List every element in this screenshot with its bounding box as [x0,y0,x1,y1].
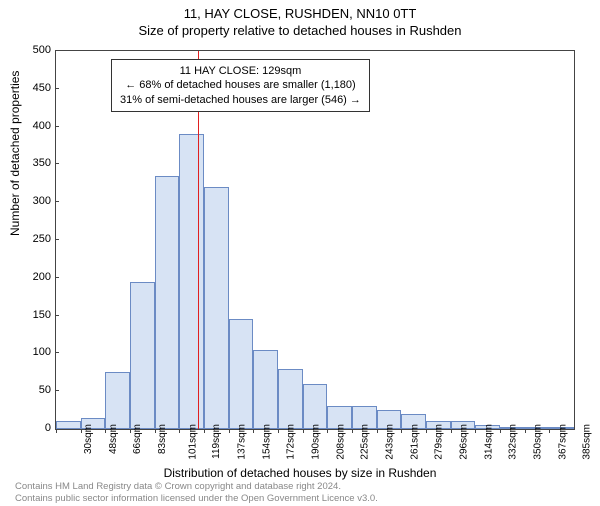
x-tick-label: 172sqm [286,424,297,460]
annotation-line2: ← 68% of detached houses are smaller (1,… [120,78,361,92]
y-tick-label: 100 [21,346,51,358]
annotation-line1: 11 HAY CLOSE: 129sqm [120,64,361,78]
histogram-bar [229,319,254,429]
x-tick-label: 119sqm [211,424,222,459]
chart-title-sub: Size of property relative to detached ho… [0,23,600,38]
x-tick-label: 296sqm [459,424,470,460]
y-tick-label: 50 [21,384,51,396]
x-tick-label: 208sqm [335,424,346,460]
x-tick-label: 243sqm [385,424,396,460]
x-tick-mark [475,429,476,433]
y-tick-label: 350 [21,157,51,169]
x-tick-label: 190sqm [311,424,322,460]
x-tick-label: 137sqm [237,424,248,460]
footer-line2: Contains public sector information licen… [15,493,378,504]
y-tick-label: 500 [21,44,51,56]
y-axis-ticks: 050100150200250300350400450500 [20,50,55,430]
x-tick-mark [451,429,452,433]
x-tick-label: 261sqm [409,424,420,460]
x-tick-label: 30sqm [83,424,94,454]
y-tick-label: 450 [21,82,51,94]
histogram-bar [56,421,81,429]
y-tick-label: 200 [21,271,51,283]
x-tick-label: 66sqm [132,424,143,454]
x-tick-label: 48sqm [108,424,119,454]
histogram-bar [204,187,229,429]
histogram-bar [179,134,204,429]
x-tick-mark [377,429,378,433]
x-tick-mark [56,429,57,433]
x-tick-mark [179,429,180,433]
x-tick-mark [105,429,106,433]
x-tick-mark [204,429,205,433]
x-tick-label: 225sqm [360,424,371,460]
histogram-bar [105,372,130,429]
x-tick-mark [327,429,328,433]
x-axis-label: Distribution of detached houses by size … [0,466,600,480]
histogram-bar [303,384,328,429]
histogram-bar [278,369,303,429]
histogram-bar [130,282,155,429]
x-tick-label: 350sqm [533,424,544,460]
annotation-box: 11 HAY CLOSE: 129sqm ← 68% of detached h… [111,59,370,112]
x-tick-label: 154sqm [261,424,272,460]
x-tick-mark [549,429,550,433]
footer-line1: Contains HM Land Registry data © Crown c… [15,481,378,492]
histogram-bar [253,350,278,429]
y-tick-label: 300 [21,195,51,207]
x-tick-label: 101sqm [187,424,198,460]
x-tick-mark [253,429,254,433]
y-tick-label: 400 [21,120,51,132]
annotation-line3: 31% of semi-detached houses are larger (… [120,93,361,107]
x-tick-label: 385sqm [582,424,593,460]
x-tick-mark [303,429,304,433]
chart-title-main: 11, HAY CLOSE, RUSHDEN, NN10 0TT [0,6,600,21]
x-tick-mark [352,429,353,433]
x-tick-mark [155,429,156,433]
x-tick-label: 332sqm [508,424,519,460]
y-tick-label: 250 [21,233,51,245]
footer-attribution: Contains HM Land Registry data © Crown c… [15,481,378,504]
y-tick-label: 150 [21,309,51,321]
histogram-bar [155,176,180,429]
x-tick-mark [500,429,501,433]
x-tick-label: 314sqm [483,424,494,460]
x-tick-mark [81,429,82,433]
x-tick-mark [401,429,402,433]
x-tick-label: 279sqm [434,424,445,460]
x-tick-mark [525,429,526,433]
x-tick-label: 83sqm [157,424,168,454]
x-tick-mark [426,429,427,433]
x-tick-label: 367sqm [557,424,568,460]
x-tick-mark [130,429,131,433]
y-tick-label: 0 [21,422,51,434]
x-tick-mark [229,429,230,433]
x-tick-mark [278,429,279,433]
chart-plot-area: 11 HAY CLOSE: 129sqm ← 68% of detached h… [55,50,575,430]
